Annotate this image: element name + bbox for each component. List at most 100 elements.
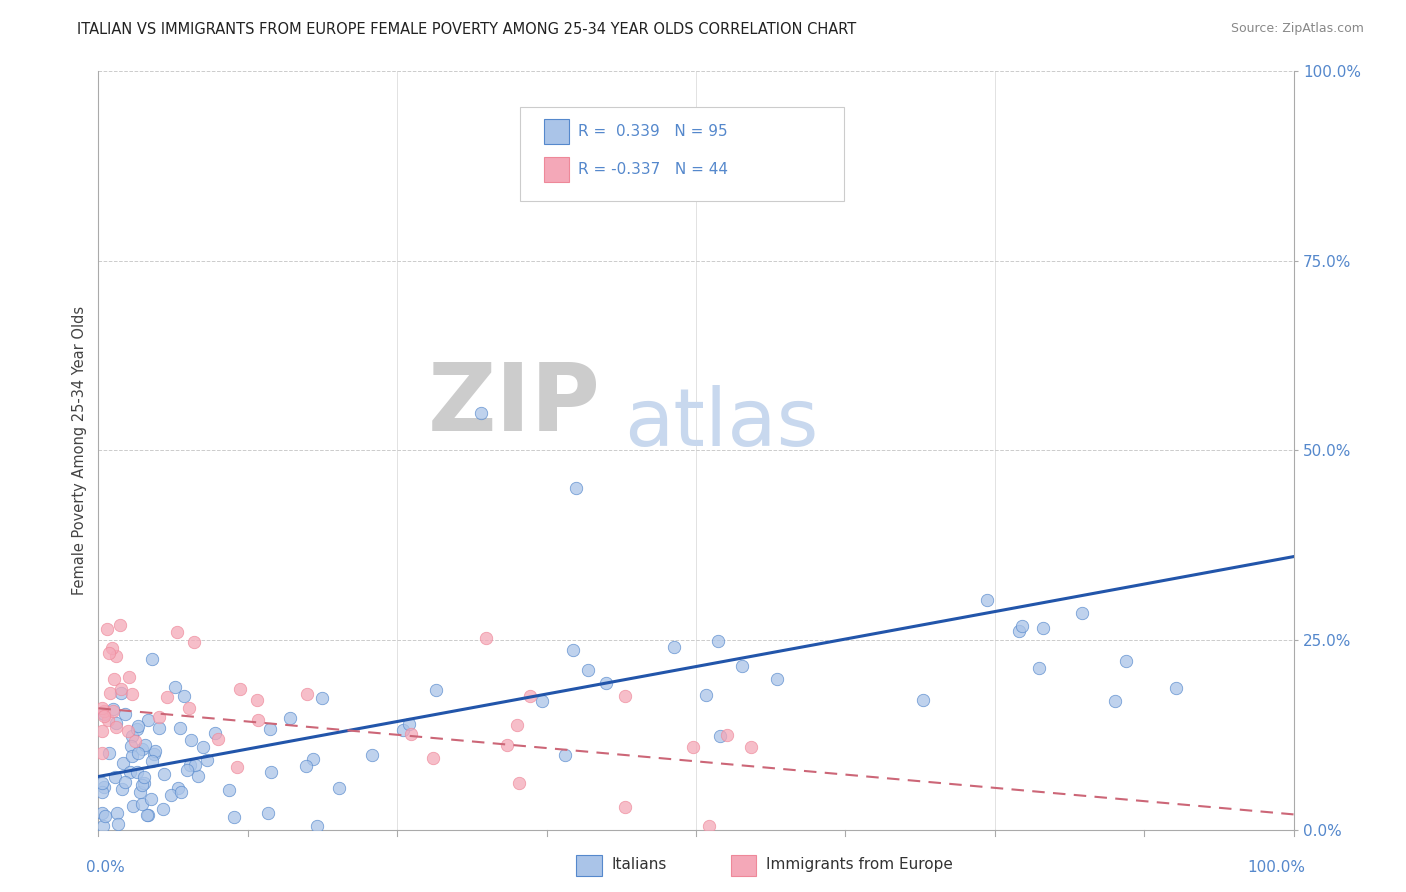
Point <box>1011 619 1033 633</box>
Text: R =  0.339   N = 95: R = 0.339 N = 95 <box>578 124 727 138</box>
Point <box>101 640 124 655</box>
Point <box>302 752 325 766</box>
Point <box>184 758 207 772</box>
Point <box>91 785 114 799</box>
Point <box>531 694 554 708</box>
Point <box>121 748 143 763</box>
Text: R = -0.337   N = 44: R = -0.337 N = 44 <box>578 162 728 177</box>
Point <box>731 659 754 673</box>
Point <box>98 646 121 660</box>
Point <box>474 631 496 645</box>
Point <box>110 782 132 797</box>
Point <box>425 683 447 698</box>
Text: Immigrants from Europe: Immigrants from Europe <box>766 857 953 871</box>
Point <box>177 700 200 714</box>
Point <box>142 747 165 762</box>
Point <box>508 776 530 790</box>
Point <box>204 725 226 739</box>
Point <box>695 688 717 702</box>
Point <box>114 775 136 789</box>
Point <box>91 819 114 833</box>
Point <box>136 714 159 728</box>
Point <box>148 710 170 724</box>
Text: ZIP: ZIP <box>427 359 600 451</box>
Point <box>707 634 730 648</box>
Point <box>682 740 704 755</box>
Point <box>166 781 188 796</box>
Point <box>1007 624 1029 638</box>
Point <box>93 780 115 795</box>
Point <box>716 728 738 742</box>
Point <box>127 719 149 733</box>
Point <box>222 810 245 824</box>
Point <box>114 706 136 721</box>
Point <box>131 742 153 756</box>
Point <box>1071 606 1094 620</box>
Point <box>152 802 174 816</box>
Point <box>96 623 118 637</box>
Point <box>176 763 198 777</box>
Point <box>121 729 143 743</box>
Point <box>159 789 181 803</box>
Point <box>1104 693 1126 707</box>
Point <box>101 702 124 716</box>
Point <box>108 617 131 632</box>
Point <box>328 780 350 795</box>
Point <box>141 652 163 666</box>
Point <box>519 689 541 703</box>
Point <box>97 713 120 727</box>
Point <box>117 723 139 738</box>
Point <box>576 663 599 677</box>
Point <box>470 405 492 420</box>
Point <box>398 717 420 731</box>
Text: ITALIAN VS IMMIGRANTS FROM EUROPE FEMALE POVERTY AMONG 25-34 YEAR OLDS CORRELATI: ITALIAN VS IMMIGRANTS FROM EUROPE FEMALE… <box>77 22 856 37</box>
Text: 100.0%: 100.0% <box>1247 860 1306 875</box>
Point <box>506 718 529 732</box>
Point <box>124 734 146 748</box>
Point <box>134 771 156 785</box>
Point <box>91 806 114 821</box>
Point <box>257 805 280 820</box>
Point <box>132 776 155 790</box>
Point <box>259 722 281 736</box>
Point <box>148 722 170 736</box>
Point <box>664 640 686 654</box>
Point <box>131 778 153 792</box>
Point <box>125 722 148 736</box>
Point <box>94 808 117 822</box>
Point <box>165 680 187 694</box>
Point <box>107 816 129 830</box>
Point <box>1115 654 1137 668</box>
Text: Source: ZipAtlas.com: Source: ZipAtlas.com <box>1230 22 1364 36</box>
Point <box>93 708 115 723</box>
Point <box>91 746 114 760</box>
Point <box>297 687 319 701</box>
Point <box>554 748 576 763</box>
Point <box>173 690 195 704</box>
Point <box>104 770 127 784</box>
Point <box>595 675 617 690</box>
Point <box>156 690 179 705</box>
Point <box>311 690 333 705</box>
Point <box>145 744 167 758</box>
Point <box>976 593 998 607</box>
Point <box>187 769 209 783</box>
Point <box>1032 621 1054 635</box>
Point <box>93 706 115 721</box>
Point <box>97 746 120 760</box>
Point <box>361 747 384 762</box>
Point <box>1164 681 1187 695</box>
Point <box>104 720 127 734</box>
Point <box>218 782 240 797</box>
Point <box>105 805 128 820</box>
Point <box>120 739 142 754</box>
Point <box>766 672 789 686</box>
Point <box>93 705 115 719</box>
Point <box>709 729 731 743</box>
Point <box>565 482 588 496</box>
Point <box>131 797 153 811</box>
Point <box>179 758 201 772</box>
Point <box>295 759 318 773</box>
Point <box>280 711 302 725</box>
Point <box>125 764 148 779</box>
